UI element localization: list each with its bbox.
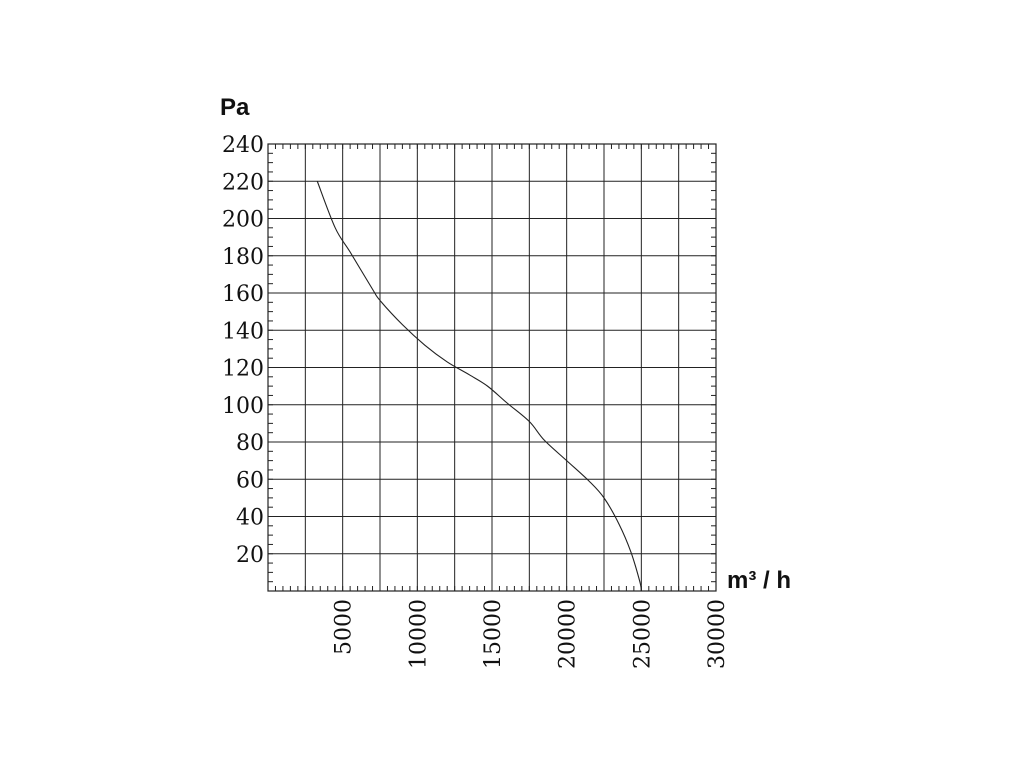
y-tick-labels: 20 40 60 80 100 120 140 160 180 200 220 240 <box>222 133 264 568</box>
y-tick-label: 20 <box>236 543 264 568</box>
y-tick-label: 240 <box>222 133 264 158</box>
series-layer <box>316 181 642 592</box>
y-tick-label: 200 <box>222 208 264 233</box>
y-tick-label: 120 <box>222 357 264 382</box>
x-tick-labels: 5000 10000 15000 20000 25000 30000 <box>332 599 730 669</box>
x-tick-label: 25000 <box>630 599 655 669</box>
plot-frame <box>267 143 717 592</box>
y-tick-label: 100 <box>222 394 264 419</box>
x-tick-label: 20000 <box>556 599 581 669</box>
y-tick-label: 40 <box>236 506 264 531</box>
x-tick-label: 10000 <box>406 599 431 669</box>
pressure-flow-curve <box>316 181 642 592</box>
y-tick-label: 180 <box>222 245 264 270</box>
y-tick-label: 60 <box>236 468 264 493</box>
y-tick-label: 80 <box>236 431 264 456</box>
y-axis-label: Pa <box>220 94 250 121</box>
x-axis-label: m³ / h <box>727 567 791 594</box>
x-tick-label: 15000 <box>481 599 506 669</box>
y-tick-label: 220 <box>222 170 264 195</box>
x-tick-label: 5000 <box>332 599 357 655</box>
x-tick-label: 30000 <box>705 599 730 669</box>
chart-grid <box>268 144 716 591</box>
y-tick-label: 140 <box>222 319 264 344</box>
y-tick-label: 160 <box>222 282 264 307</box>
